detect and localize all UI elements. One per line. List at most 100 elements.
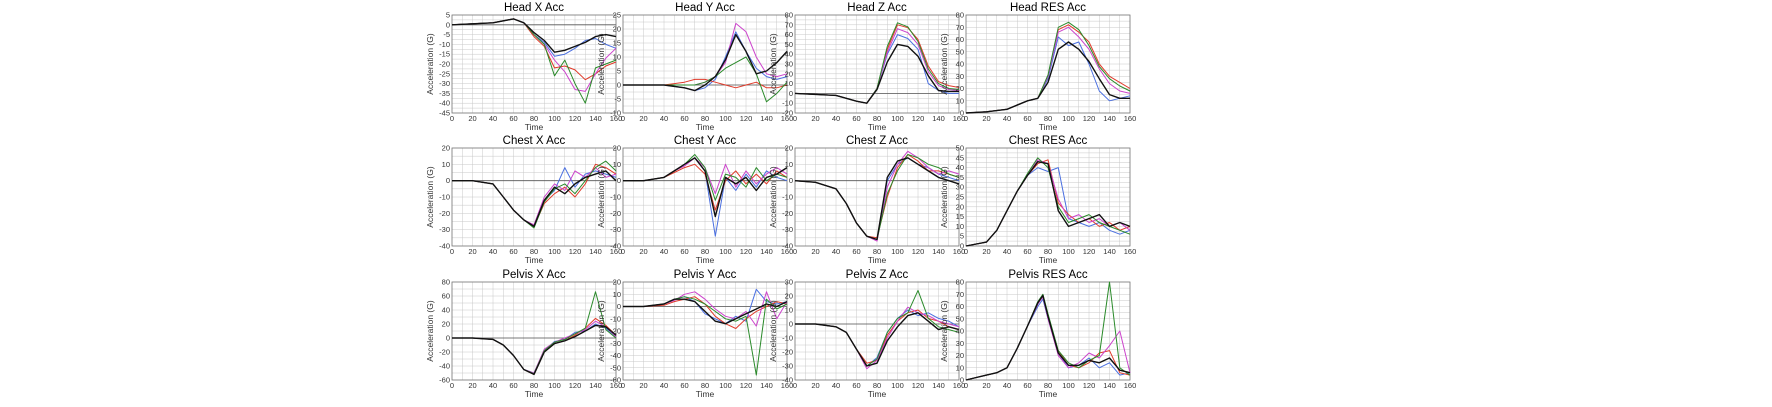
- series-line: [451, 18, 617, 53]
- y-tick-label: 15: [613, 39, 621, 48]
- y-tick-label: 40: [956, 327, 964, 336]
- y-tick-label: 30: [956, 72, 964, 81]
- x-tick-label: 20: [811, 114, 819, 123]
- x-tick-label: 20: [468, 114, 476, 123]
- y-tick-label: 30: [785, 60, 793, 69]
- y-tick-label: -40: [610, 351, 621, 360]
- x-tick-label: 0: [621, 381, 625, 390]
- series-line: [452, 170, 617, 228]
- x-tick-label: 60: [509, 381, 517, 390]
- y-tick-label: 50: [956, 47, 964, 56]
- x-tick-label: 40: [660, 114, 668, 123]
- x-tick-label: 0: [793, 381, 797, 390]
- y-tick-label: 0: [789, 176, 793, 185]
- x-tick-label: 120: [912, 247, 925, 256]
- y-tick-label: 10: [956, 222, 964, 231]
- x-tick-label: 80: [1044, 247, 1052, 256]
- y-tick-label: -10: [439, 40, 450, 49]
- x-tick-label: 60: [1023, 381, 1031, 390]
- x-tick-label: 160: [610, 381, 623, 390]
- chart-title: Head RES Acc: [1010, 2, 1086, 14]
- x-tick-label: 160: [1124, 381, 1137, 390]
- y-tick-label: -20: [439, 209, 450, 218]
- y-tick-label: -20: [610, 327, 621, 336]
- x-tick-label: 160: [610, 114, 623, 123]
- x-axis-label: Time: [1039, 122, 1058, 132]
- x-tick-label: 60: [852, 381, 860, 390]
- x-tick-label: 140: [932, 247, 945, 256]
- x-tick-label: 140: [932, 381, 945, 390]
- y-tick-label: -30: [782, 362, 793, 371]
- y-tick-label: 40: [956, 163, 964, 172]
- y-axis-label: Acceleration (G): [596, 33, 606, 95]
- x-tick-label: 140: [932, 114, 945, 123]
- series-line: [794, 43, 959, 104]
- y-tick-label: 0: [617, 302, 621, 311]
- x-tick-label: 40: [832, 381, 840, 390]
- x-tick-label: 20: [639, 381, 647, 390]
- y-tick-label: 0: [446, 176, 450, 185]
- x-tick-label: 100: [719, 381, 732, 390]
- x-tick-label: 140: [760, 114, 773, 123]
- y-tick-label: -40: [782, 242, 793, 251]
- x-tick-label: 20: [982, 247, 990, 256]
- series-line: [623, 298, 788, 325]
- y-tick-label: 10: [785, 306, 793, 315]
- series-line: [452, 324, 617, 376]
- y-tick-label: 80: [442, 278, 450, 287]
- y-tick-label: 70: [956, 290, 964, 299]
- x-tick-label: 120: [1083, 381, 1096, 390]
- plot-frame: [794, 14, 960, 114]
- chart-title: Head X Acc: [504, 2, 564, 14]
- chart-title: Pelvis RES Acc: [1008, 269, 1087, 281]
- y-tick-label: 80: [956, 11, 964, 20]
- x-tick-label: 40: [660, 381, 668, 390]
- x-tick-label: 80: [530, 381, 538, 390]
- plot-frame: [451, 14, 617, 114]
- y-tick-label: 60: [956, 302, 964, 311]
- series-line: [965, 41, 1130, 114]
- y-tick-label: 40: [956, 60, 964, 69]
- series-line: [623, 157, 788, 218]
- x-tick-label: 0: [450, 247, 454, 256]
- y-tick-label: -20: [782, 348, 793, 357]
- chart-title: Pelvis X Acc: [502, 269, 566, 281]
- x-tick-label: 20: [811, 381, 819, 390]
- chart-panel: Pelvis Y Acc 0 20 40 60 80 100 120 140 160 20 10 0 -1…: [591, 267, 793, 402]
- x-tick-label: 20: [811, 247, 819, 256]
- y-tick-label: 20: [785, 292, 793, 301]
- plot-frame: [622, 281, 788, 381]
- y-tick-label: 10: [956, 363, 964, 372]
- y-tick-label: 60: [956, 35, 964, 44]
- x-tick-label: 40: [1003, 381, 1011, 390]
- y-tick-label: 10: [613, 160, 621, 169]
- chart-panel: Pelvis RES Acc 0 20 40 60 80 100 120 140 160 80 70 6…: [934, 267, 1137, 402]
- x-tick-label: 0: [793, 247, 797, 256]
- x-tick-label: 140: [589, 381, 602, 390]
- plot-frame: [451, 281, 617, 381]
- x-tick-label: 120: [912, 114, 925, 123]
- x-tick-label: 60: [1023, 114, 1031, 123]
- y-tick-label: 60: [442, 292, 450, 301]
- y-tick-label: 0: [617, 176, 621, 185]
- y-tick-label: -10: [782, 193, 793, 202]
- x-axis-label: Time: [1039, 255, 1058, 265]
- x-tick-label: 100: [719, 114, 732, 123]
- chart-title: Pelvis Y Acc: [674, 269, 737, 281]
- x-tick-label: 80: [701, 114, 709, 123]
- y-axis-label: Acceleration (G): [939, 300, 949, 362]
- x-tick-label: 80: [1044, 114, 1052, 123]
- x-tick-label: 40: [660, 247, 668, 256]
- chart-title: Head Y Acc: [675, 2, 735, 14]
- y-tick-label: 20: [956, 351, 964, 360]
- x-tick-label: 60: [852, 114, 860, 123]
- y-tick-label: 35: [956, 173, 964, 182]
- x-tick-label: 40: [1003, 247, 1011, 256]
- y-tick-label: -30: [439, 79, 450, 88]
- x-tick-label: 60: [509, 114, 517, 123]
- y-tick-label: -30: [439, 225, 450, 234]
